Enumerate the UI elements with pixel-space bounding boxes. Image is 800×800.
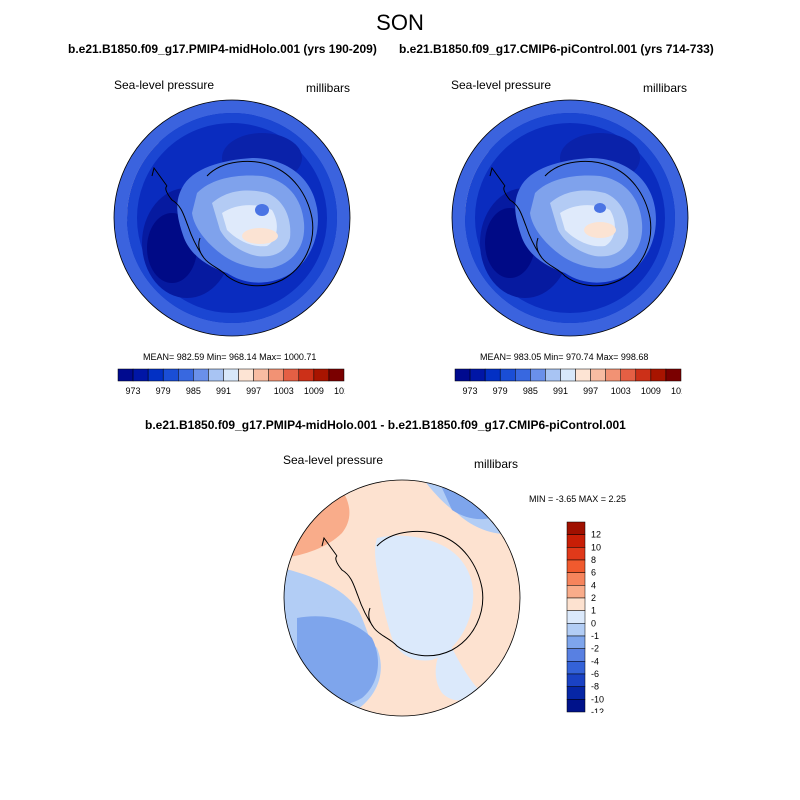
diff-map <box>283 479 521 717</box>
panel-2-colorbar-swatch <box>590 368 606 382</box>
diff-colorbar-swatch <box>566 686 586 700</box>
panel-1-map <box>113 99 351 337</box>
diff-colorbar-swatch <box>566 559 586 573</box>
panel-1-colorbar-tick-label: 973 <box>126 386 141 396</box>
panel-1-colorbar-tick-label: 997 <box>246 386 261 396</box>
panel-2-colorbar-swatch <box>665 368 682 382</box>
diff-colorbar-tick-label: -12 <box>591 707 604 713</box>
panel-2-map <box>451 99 689 337</box>
panel-2-variable-label: Sea-level pressure <box>451 78 552 92</box>
panel-1-colorbar-swatch <box>132 368 149 382</box>
panel-2-colorbar-swatch <box>575 368 591 382</box>
diff-colorbar-tick-label: 10 <box>591 542 601 552</box>
panel-1-colorbar-tick-label: 979 <box>156 386 171 396</box>
panel-2-colorbar-swatch <box>605 368 621 382</box>
panel-1-colorbar-swatch <box>298 368 315 382</box>
panel-1-stats: MEAN= 982.59 Min= 968.14 Max= 1000.71 <box>143 352 317 362</box>
diff-units-label: millibars <box>474 457 519 471</box>
diff-colorbar-tick-label: 4 <box>591 580 596 590</box>
panel-1-colorbar-swatch <box>178 368 194 382</box>
panel-1-colorbar-swatch <box>283 368 300 382</box>
panel-1-colorbar-swatch <box>117 368 134 382</box>
panel-1-colorbar-tick-label: 991 <box>216 386 231 396</box>
panel-2-colorbar-tick-label: 985 <box>523 386 538 396</box>
panel-2-colorbar-swatch <box>650 368 667 382</box>
panel-1-units-label: millibars <box>306 81 351 95</box>
panel-2-colorbar-tick-label: 979 <box>493 386 508 396</box>
diff-colorbar-swatch <box>566 661 586 675</box>
panel-1-colorbar-tick-label: 985 <box>186 386 201 396</box>
panel-1-colorbar-swatch <box>253 368 269 382</box>
diff-title: b.e21.B1850.f09_g17.PMIP4-midHolo.001 - … <box>145 418 626 432</box>
panel-2-colorbar-tick-label: 973 <box>463 386 478 396</box>
diff-colorbar-tick-label: 2 <box>591 593 596 603</box>
panel-2-colorbar-swatch <box>484 368 501 382</box>
diff-colorbar-tick-label: -10 <box>591 694 604 704</box>
diff-colorbar-swatch <box>566 521 586 535</box>
diff-colorbar-swatch <box>566 572 586 586</box>
diff-colorbar-tick-label: -6 <box>591 669 599 679</box>
panel-2-colorbar-tick-label: 1015 <box>671 386 682 396</box>
diff-colorbar-swatch <box>566 648 586 662</box>
panel-2-case-title: b.e21.B1850.f09_g17.CMIP6-piControl.001 … <box>399 42 714 56</box>
panel-2-colorbar-swatch <box>635 368 652 382</box>
panel-2-colorbar-swatch <box>515 368 531 382</box>
diff-colorbar-swatch <box>566 610 586 624</box>
diff-colorbar-swatch <box>566 673 586 687</box>
diff-stats: MIN = -3.65 MAX = 2.25 <box>529 494 627 504</box>
panel-1-colorbar-swatch <box>208 368 224 382</box>
panel-1-colorbar-swatch <box>193 368 209 382</box>
panel-1-colorbar-swatch <box>147 368 164 382</box>
diff-colorbar-tick-label: 6 <box>591 568 596 578</box>
panel-2-colorbar-tick-label: 991 <box>553 386 568 396</box>
panel-2-colorbar-swatch <box>545 368 561 382</box>
panel-1-colorbar-swatch <box>313 368 330 382</box>
diff-colorbar-tick-label: -2 <box>591 644 599 654</box>
diff-colorbar-swatch <box>566 597 586 611</box>
diff-colorbar-swatch <box>566 635 586 649</box>
diff-colorbar-tick-label: 0 <box>591 618 596 628</box>
panel-2-colorbar-swatch <box>454 368 471 382</box>
diff-colorbar-tick-label: -8 <box>591 682 599 692</box>
panel-1-colorbar-tick-label: 1003 <box>274 386 294 396</box>
panel-1-colorbar-swatch <box>328 368 345 382</box>
diff-colorbar-swatch <box>566 534 586 548</box>
diff-colorbar-tick-label: -1 <box>591 631 599 641</box>
diff-colorbar-swatch <box>566 623 586 637</box>
panel-1-colorbar-tick-label: 1009 <box>304 386 324 396</box>
panel-1-colorbar-swatch <box>162 368 179 382</box>
diff-colorbar-swatch <box>566 699 586 713</box>
figure-title: SON <box>376 10 424 35</box>
panel-1-variable-label: Sea-level pressure <box>114 78 215 92</box>
panel-1-case-title: b.e21.B1850.f09_g17.PMIP4-midHolo.001 (y… <box>68 42 377 56</box>
diff-colorbar-swatch <box>566 547 586 561</box>
panel-2-colorbar-swatch <box>499 368 516 382</box>
diff-colorbar-tick-label: -4 <box>591 656 599 666</box>
diff-variable-label: Sea-level pressure <box>283 453 384 467</box>
panel-2-stats: MEAN= 983.05 Min= 970.74 Max= 998.68 <box>480 352 649 362</box>
panel-2-colorbar-tick-label: 1003 <box>611 386 631 396</box>
panel-2-colorbar: 973 979 985 991 997 1003 1009 1015 <box>454 368 682 396</box>
panel-2-colorbar-swatch <box>620 368 637 382</box>
panel-1-colorbar-tick-label: 1015 <box>334 386 345 396</box>
panel-2-colorbar-swatch <box>530 368 546 382</box>
diff-colorbar-swatch <box>566 585 586 599</box>
panel-2-colorbar-swatch <box>469 368 486 382</box>
panel-2-units-label: millibars <box>643 81 688 95</box>
panel-1-colorbar-swatch <box>268 368 284 382</box>
panel-2-colorbar-swatch <box>560 368 576 382</box>
panel-1-colorbar-swatch <box>223 368 239 382</box>
panel-2-colorbar-tick-label: 997 <box>583 386 598 396</box>
diff-colorbar-tick-label: 8 <box>591 555 596 565</box>
panel-1-colorbar: 973 979 985 991 997 1003 1009 1015 <box>117 368 345 396</box>
panel-1-colorbar-swatch <box>238 368 254 382</box>
diff-colorbar-tick-label: 12 <box>591 530 601 540</box>
diff-colorbar-tick-label: 1 <box>591 606 596 616</box>
panel-2-colorbar-tick-label: 1009 <box>641 386 661 396</box>
